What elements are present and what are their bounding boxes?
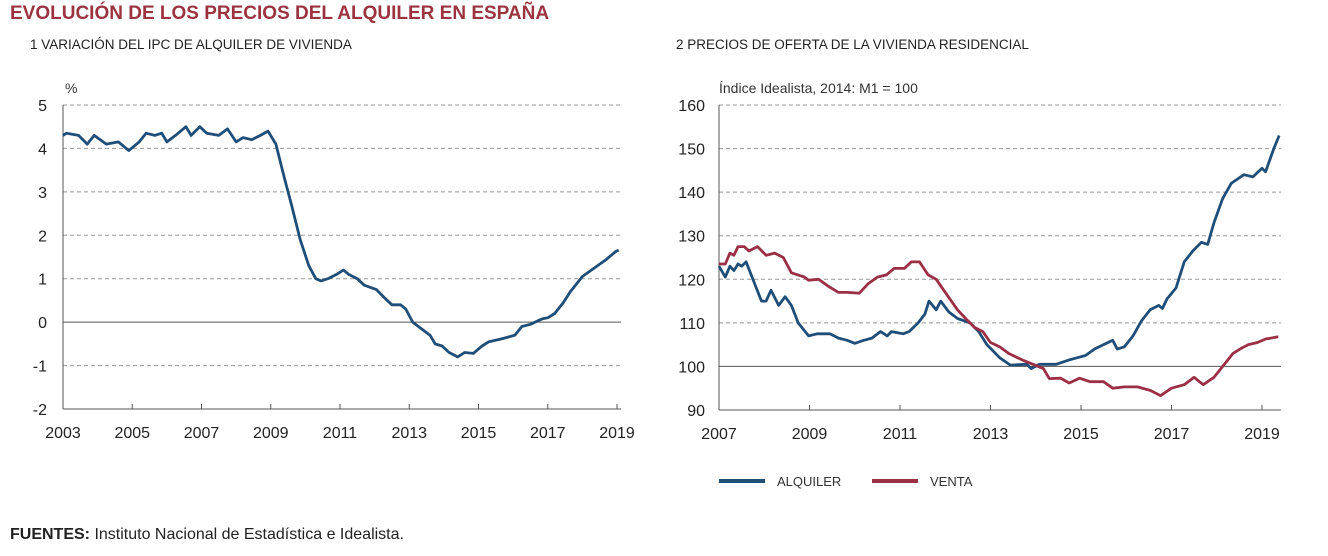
legend-label-alquiler: ALQUILER bbox=[777, 474, 841, 489]
sources-label: FUENTES: bbox=[10, 526, 90, 543]
figure-title: EVOLUCIÓN DE LOS PRECIOS DEL ALQUILER EN… bbox=[10, 3, 550, 24]
y-tick-label: 4 bbox=[38, 141, 47, 158]
y-tick-label: 160 bbox=[678, 98, 705, 115]
y-tick-label: 130 bbox=[678, 229, 705, 246]
y-tick-label: 150 bbox=[678, 142, 705, 159]
x-tick-label: 2005 bbox=[114, 425, 150, 442]
y-tick-label: 110 bbox=[679, 316, 705, 333]
x-tick-label: 2019 bbox=[599, 425, 635, 442]
x-tick-label: 2011 bbox=[323, 425, 358, 442]
y-tick-label: 100 bbox=[678, 359, 705, 376]
x-tick-label: 2009 bbox=[253, 425, 289, 442]
x-tick-label: 2003 bbox=[45, 425, 81, 442]
x-tick-label: 2017 bbox=[530, 425, 566, 442]
chart2-title: 2 PRECIOS DE OFERTA DE LA VIVIENDA RESID… bbox=[676, 37, 1029, 52]
x-tick-label: 2017 bbox=[1154, 426, 1190, 443]
x-tick-label: 2007 bbox=[701, 426, 737, 443]
y-tick-label: 140 bbox=[678, 185, 705, 202]
x-tick-label: 2013 bbox=[391, 425, 427, 442]
y-tick-label: 3 bbox=[38, 185, 47, 202]
x-tick-label: 2015 bbox=[461, 425, 497, 442]
chart2-unit-label: Índice Idealista, 2014: M1 = 100 bbox=[719, 80, 918, 96]
ipc-series-line bbox=[62, 125, 620, 359]
x-tick-label: 2009 bbox=[792, 426, 828, 443]
x-tick-label: 2015 bbox=[1063, 426, 1099, 443]
y-tick-label: 2 bbox=[38, 228, 47, 245]
venta-series-line bbox=[719, 245, 1279, 397]
sources-text: Instituto Nacional de Estadística e Idea… bbox=[94, 526, 404, 543]
y-tick-label: 90 bbox=[687, 403, 705, 420]
y-tick-label: -2 bbox=[33, 402, 47, 419]
y-tick-label: 5 bbox=[38, 98, 47, 115]
y-tick-label: 0 bbox=[38, 315, 47, 332]
x-tick-label: 2007 bbox=[184, 425, 220, 442]
y-tick-label: -1 bbox=[33, 359, 47, 376]
x-tick-label: 2013 bbox=[973, 426, 1009, 443]
chart1-unit-label: % bbox=[65, 80, 77, 96]
legend-label-venta: VENTA bbox=[930, 474, 973, 489]
sources-footer: FUENTES: Instituto Nacional de Estadísti… bbox=[10, 526, 404, 544]
y-tick-label: 1 bbox=[38, 272, 47, 289]
x-tick-label: 2011 bbox=[883, 426, 918, 443]
chart1-title: 1 VARIACIÓN DEL IPC DE ALQUILER DE VIVIE… bbox=[30, 37, 352, 52]
alquiler-series-line bbox=[717, 134, 1281, 370]
y-tick-label: 120 bbox=[678, 272, 705, 289]
x-tick-label: 2019 bbox=[1244, 426, 1280, 443]
